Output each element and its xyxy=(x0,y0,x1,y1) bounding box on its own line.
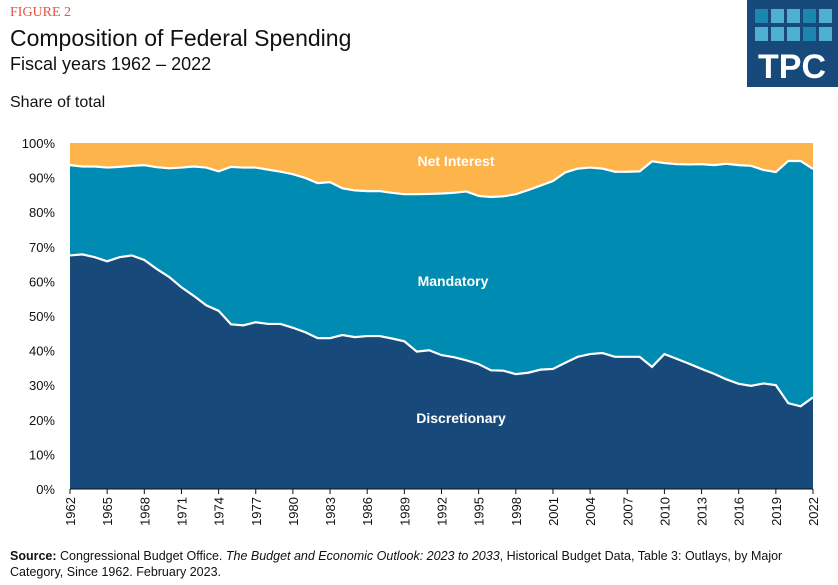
stacked-area-chart: 0% 10% 20% 30% 40% 50% 60% 70% 80% 90% 100% 1962 196… xyxy=(22,136,821,526)
y-tick-label: 10% xyxy=(29,447,55,462)
y-axis-label: Share of total xyxy=(10,94,106,111)
logo-square xyxy=(803,27,816,41)
y-tick-label: 100% xyxy=(22,136,56,151)
logo-square xyxy=(755,27,768,41)
x-tick-label: 2007 xyxy=(620,497,635,526)
x-tick-label: 2010 xyxy=(657,497,672,526)
x-tick-label: 1974 xyxy=(212,497,227,526)
x-tick-label: 2022 xyxy=(806,497,821,526)
y-tick-label: 70% xyxy=(29,240,55,255)
y-tick-label: 0% xyxy=(36,482,55,497)
series-boundary-line xyxy=(69,159,814,199)
x-tick-label: 1968 xyxy=(137,497,152,526)
area-net-interest xyxy=(70,143,813,197)
logo-square xyxy=(819,27,832,41)
x-tick-label: 1989 xyxy=(397,497,412,526)
source-text-2: , Historical Budget Data, Table 3: Outla… xyxy=(10,549,783,579)
series-label-net-interest: Net Interest xyxy=(417,153,494,169)
logo-square xyxy=(755,9,768,23)
x-tick-label: 1971 xyxy=(174,497,189,526)
area-mandatory xyxy=(70,160,813,407)
figure-number: FIGURE 2 xyxy=(10,5,72,20)
y-tick-label: 20% xyxy=(29,413,55,428)
series-label-discretionary: Discretionary xyxy=(416,410,506,426)
area-discretionary xyxy=(70,254,813,489)
x-tick-label: 2001 xyxy=(546,497,561,526)
series-label-mandatory: Mandatory xyxy=(418,273,489,289)
y-tick-label: 50% xyxy=(29,309,55,324)
y-tick-label: 40% xyxy=(29,344,55,359)
source-label: Source: xyxy=(10,549,57,563)
logo-square xyxy=(803,9,816,23)
x-tick-label: 2004 xyxy=(583,497,598,526)
x-tick-label: 2019 xyxy=(769,497,784,526)
logo-square xyxy=(819,9,832,23)
logo-square xyxy=(771,27,784,41)
series-boundary-line xyxy=(69,253,814,408)
x-tick-label: 1998 xyxy=(509,497,524,526)
x-tick-label: 1992 xyxy=(435,497,450,526)
x-tick-label: 1980 xyxy=(286,497,301,526)
x-tick-label: 1995 xyxy=(472,497,487,526)
y-tick-label: 80% xyxy=(29,205,55,220)
source-text: Congressional Budget Office. xyxy=(56,549,226,563)
tpc-logo: TPC xyxy=(747,0,838,87)
x-tick-label: 2016 xyxy=(732,497,747,526)
x-tick-label: 1977 xyxy=(249,497,264,526)
logo-square xyxy=(787,27,800,41)
x-tick-label: 1965 xyxy=(100,497,115,526)
logo-square xyxy=(771,9,784,23)
chart-subtitle: Fiscal years 1962 – 2022 xyxy=(10,54,212,74)
logo-square xyxy=(787,9,800,23)
x-tick-label: 1983 xyxy=(323,497,338,526)
chart-title: Composition of Federal Spending xyxy=(10,25,352,51)
x-tick-label: 1962 xyxy=(63,497,78,526)
source-note: Source: Congressional Budget Office. The… xyxy=(10,548,830,580)
y-tick-label: 90% xyxy=(29,171,55,186)
x-tick-label: 2013 xyxy=(695,497,710,526)
x-tick-label: 1986 xyxy=(360,497,375,526)
y-tick-label: 60% xyxy=(29,274,55,289)
source-title: The Budget and Economic Outlook: 2023 to… xyxy=(225,549,500,563)
y-tick-label: 30% xyxy=(29,378,55,393)
svg-text:TPC: TPC xyxy=(758,48,826,86)
